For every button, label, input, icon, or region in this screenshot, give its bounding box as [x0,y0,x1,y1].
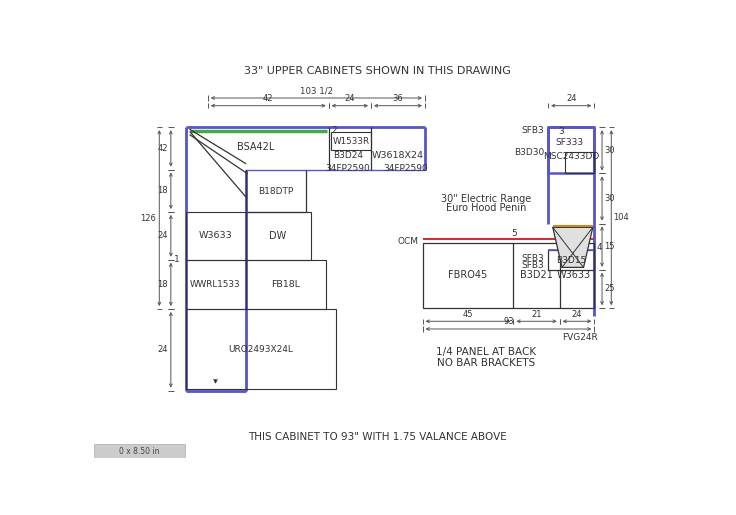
Bar [94,444,185,458]
Bar [422,243,595,308]
Text: 4: 4 [597,243,602,252]
Text: 33" UPPER CABINETS SHOWN IN THIS DRAWING: 33" UPPER CABINETS SHOWN IN THIS DRAWING [244,66,511,76]
Text: OCM: OCM [397,237,419,246]
Bar [548,250,595,270]
Text: 30: 30 [604,146,615,155]
Text: 34FP2590: 34FP2590 [383,164,428,174]
Text: 104: 104 [614,213,629,222]
Text: 42: 42 [158,144,168,153]
Text: BSA42L: BSA42L [237,142,275,151]
Text: W3633: W3633 [199,231,233,241]
Text: Euro Hood Penin: Euro Hood Penin [446,203,527,213]
Text: B3D24: B3D24 [333,151,363,160]
Text: FVG24R: FVG24R [562,333,598,342]
Bar [246,212,311,260]
Text: 24: 24 [344,94,355,103]
Text: 25: 25 [604,284,615,294]
Text: B18DTP: B18DTP [258,187,293,196]
Text: 0 x 8.50 in: 0 x 8.50 in [119,447,160,456]
Text: W3633: W3633 [556,270,590,281]
Text: 103 1/2: 103 1/2 [300,87,333,95]
Text: 24: 24 [566,94,576,103]
Bar [186,260,246,309]
Text: NO BAR BRACKETS: NO BAR BRACKETS [437,358,536,368]
Text: SFB3: SFB3 [522,126,545,135]
Text: W3618X24: W3618X24 [372,151,424,160]
Text: 3: 3 [559,127,564,135]
Text: 24: 24 [158,345,168,354]
Text: 21: 21 [531,310,542,319]
Text: B3D30: B3D30 [514,148,545,157]
Text: 93: 93 [503,317,514,327]
Text: 30" Electric Range: 30" Electric Range [442,194,531,204]
Text: 30: 30 [604,194,615,203]
Text: 24: 24 [158,231,168,241]
Text: 24: 24 [572,310,582,319]
Text: 18: 18 [157,280,168,289]
Text: THIS CABINET TO 93" WITH 1.75 VALANCE ABOVE: THIS CABINET TO 93" WITH 1.75 VALANCE AB… [248,432,506,442]
Text: SFB3: SFB3 [522,254,545,263]
Bar [331,132,371,150]
Text: 2: 2 [331,126,336,135]
Text: URO2493X24L: URO2493X24L [228,345,294,354]
Text: DW: DW [269,231,286,241]
Text: WWRL1533: WWRL1533 [190,280,241,289]
Text: 45: 45 [463,310,473,319]
Bar [548,127,595,174]
Text: 5: 5 [512,229,517,238]
Polygon shape [553,227,592,267]
Text: B3D15: B3D15 [556,255,587,265]
Text: 15: 15 [604,242,615,251]
Bar [565,152,595,174]
Text: SF333: SF333 [556,138,584,147]
Text: 18: 18 [157,186,168,195]
Text: 36: 36 [392,94,403,103]
Bar [186,212,246,260]
Text: FB18L: FB18L [271,280,300,289]
Text: 42: 42 [263,94,274,103]
Text: 1: 1 [174,255,180,264]
Text: FBRO45: FBRO45 [448,270,488,281]
Text: SFB3: SFB3 [522,261,545,270]
Text: 1/4 PANEL AT BACK: 1/4 PANEL AT BACK [436,347,537,357]
Bar [246,260,326,309]
Text: 126: 126 [141,214,156,222]
Text: MSC2433DD: MSC2433DD [543,152,599,161]
Text: B3D21: B3D21 [520,270,553,281]
Text: 34FP2590: 34FP2590 [325,164,370,174]
Text: W1533R: W1533R [333,138,369,146]
Bar [186,309,336,389]
